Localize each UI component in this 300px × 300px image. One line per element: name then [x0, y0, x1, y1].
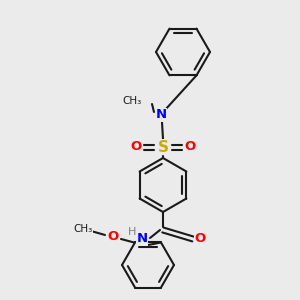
Text: O: O: [130, 140, 142, 154]
Text: CH₃: CH₃: [74, 224, 93, 234]
Text: N: N: [136, 232, 148, 245]
Text: O: O: [194, 232, 206, 245]
Text: O: O: [107, 230, 118, 242]
Text: CH₃: CH₃: [122, 96, 142, 106]
Text: S: S: [158, 140, 169, 154]
Text: O: O: [184, 140, 196, 154]
Text: N: N: [155, 109, 167, 122]
Text: H: H: [128, 227, 136, 237]
